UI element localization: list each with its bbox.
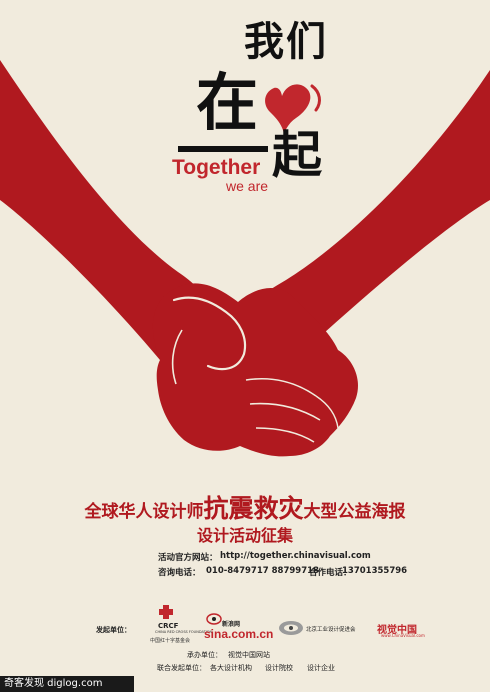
headline: 全球华人设计师抗震救灾大型公益海报 [0,496,490,525]
sina-logo-domain: sina.com.cn [204,627,274,641]
headline-line-2: 设计活动征集 [196,526,293,545]
cosponsor-item: 各大设计机构 [210,664,252,672]
title-underline-bar [178,146,268,152]
sina-logo-text: 新浪网 [222,621,241,628]
thumb-contour [172,296,247,371]
sponsor-label: 发起单位： [96,626,131,634]
cosponsor-item: 设计企业 [307,664,335,672]
heart-ribbon-swirl [310,84,321,112]
watermark-bar: 奇客发现 diglog.com [0,676,134,692]
right-arm [232,70,490,362]
crcf-logo-chinese: 中国红十字基金会 [150,638,191,644]
headline-part-2: 大型公益海报 [303,502,406,522]
design-association-text: 北京工业设计促进会 [306,627,356,633]
title-line-2: 在 [196,66,259,139]
left-arm [0,60,214,360]
organizer-name: 视觉中国网站 [228,651,270,659]
chinavisual-logo-url: www.ChinaVisual.com [381,633,425,638]
design-association-icon [279,621,303,635]
phone-label: 咨询电话： [158,568,201,578]
site-label: 活动官方网站： [158,553,218,563]
english-title: Together [172,156,261,179]
headline-emphasis: 抗震救灾 [203,494,304,523]
site-url[interactable]: http://together.chinavisual.com [220,551,371,561]
coop-phone: 13701355796 [342,566,408,576]
finger-crease-1 [245,377,317,397]
title-line-1: 我们 [244,18,328,65]
crcf-logo-text: CRCF [158,622,179,630]
finger-crease-3 [255,427,315,443]
coop-phone-label: 合作电话： [309,568,352,578]
headline-part-1: 全球华人设计师 [84,502,204,522]
title-line-3: 起 [272,125,322,184]
chinavisual-logo-text: 视觉中国 [377,625,417,636]
finger-tip-line [315,395,339,429]
cosponsor-label: 联合发起单位： [157,664,206,672]
organizer-label: 承办单位： [187,651,222,659]
knuckle-line [171,329,183,385]
english-subtitle: we are [226,178,269,194]
sina-eye-icon [206,613,222,625]
phone-numbers: 010-8479717 88799718 [206,566,319,576]
crcf-logo-subtext: CHINA RED CROSS FOUNDATION [155,630,213,634]
red-cross-icon [159,605,173,619]
heart-ribbon-icon [265,84,311,134]
finger-crease-2 [249,402,321,421]
cosponsor-item: 设计院校 [265,664,293,672]
